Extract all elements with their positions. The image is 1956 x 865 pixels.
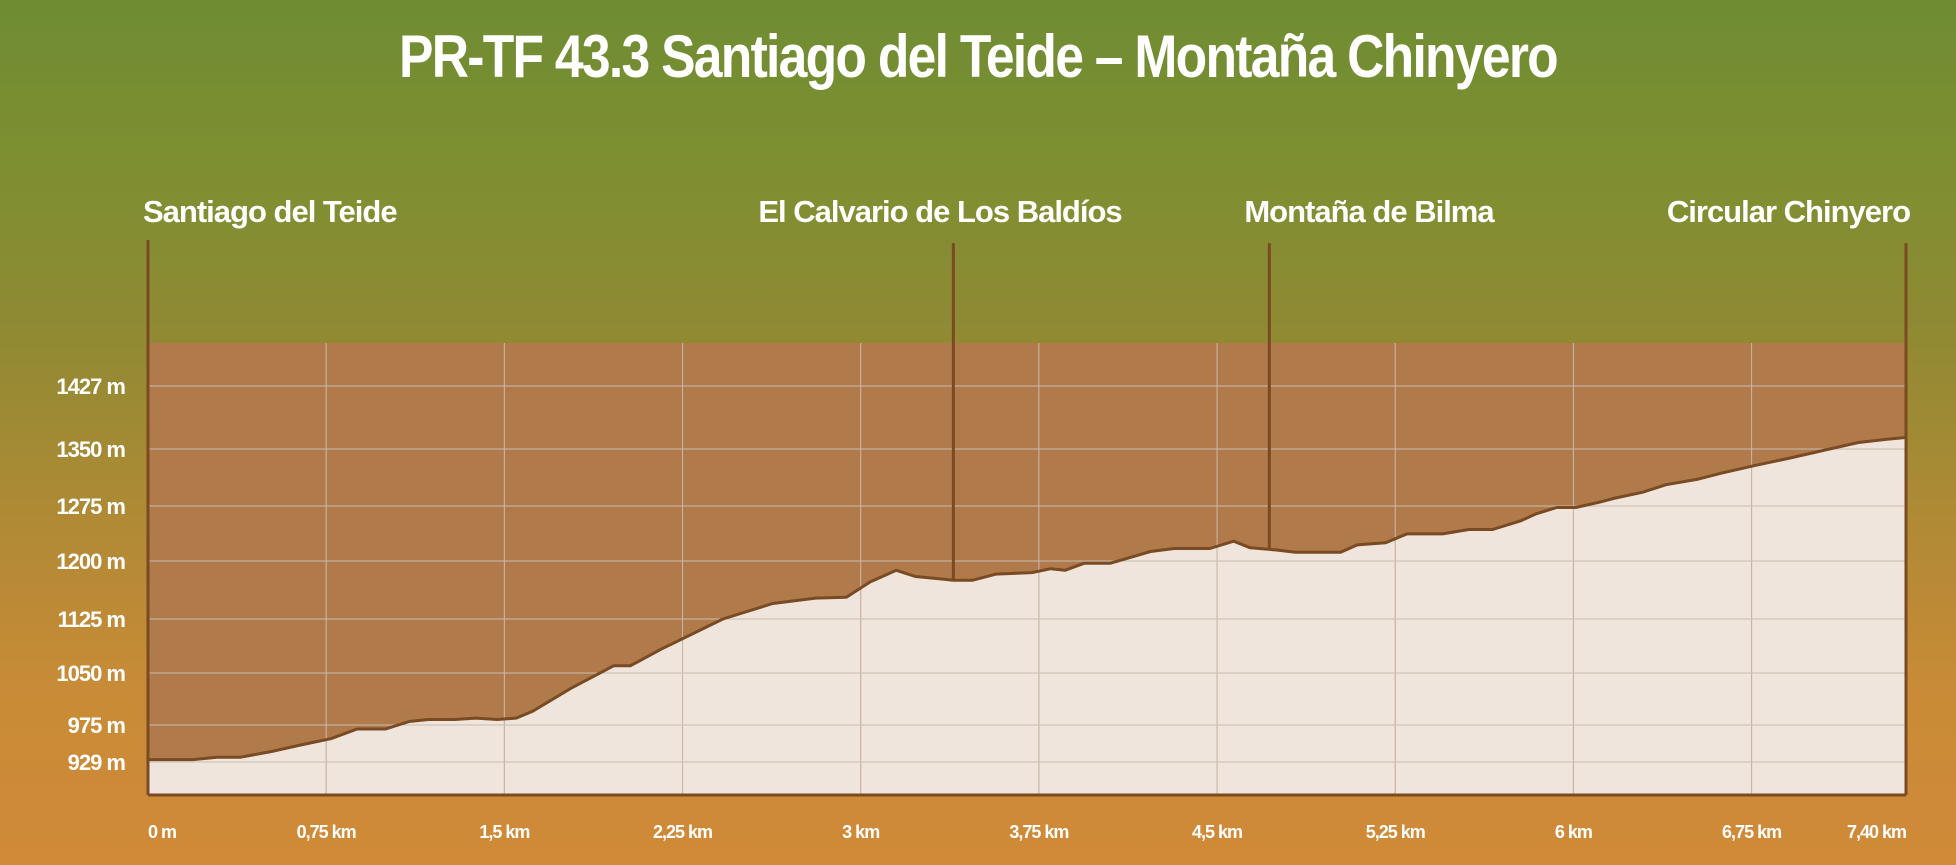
x-tick-label: 1,5 km bbox=[479, 822, 529, 842]
x-tick-label: 4,5 km bbox=[1192, 822, 1242, 842]
elevation-profile-line bbox=[148, 436, 1907, 762]
elevation-profile-area bbox=[148, 437, 1906, 795]
y-tick-label: 929 m bbox=[68, 750, 126, 775]
x-tick-label: 3,75 km bbox=[1009, 822, 1068, 842]
x-tick-label: 6 km bbox=[1555, 822, 1592, 842]
waypoint-label: Circular Chinyero bbox=[1667, 194, 1910, 229]
waypoint-label: El Calvario de Los Baldíos bbox=[758, 194, 1121, 229]
x-tick-label: 7,40 km bbox=[1847, 822, 1906, 842]
x-tick-label: 0,75 km bbox=[297, 822, 356, 842]
waypoint-label: Montaña de Bilma bbox=[1244, 194, 1495, 229]
y-tick-label: 1125 m bbox=[58, 607, 126, 632]
x-tick-label: 0 m bbox=[148, 822, 176, 842]
y-tick-label: 1275 m bbox=[56, 494, 125, 519]
x-tick-label: 5,25 km bbox=[1366, 822, 1425, 842]
y-tick-label: 1200 m bbox=[56, 549, 125, 574]
y-tick-label: 1427 m bbox=[56, 374, 125, 399]
y-tick-label: 1350 m bbox=[56, 437, 125, 462]
grid-lines bbox=[148, 343, 1906, 795]
x-tick-label: 3 km bbox=[842, 822, 879, 842]
y-tick-label: 975 m bbox=[68, 713, 126, 738]
x-tick-label: 2,25 km bbox=[653, 822, 712, 842]
y-axis-ticks: 929 m 975 m 1050 m 1125 m 1200 m 1275 m 1350 m… bbox=[56, 374, 126, 775]
chart-title: PR-TF 43.3 Santiago del Teide – Montaña … bbox=[399, 23, 1559, 90]
waypoint-markers: Santiago del Teide El Calvario de Los Bal… bbox=[143, 194, 1911, 795]
x-axis-ticks: 0 m 0,75 km 1,5 km 2,25 km 3 km 3,75 km 4,5 km… bbox=[148, 822, 1907, 842]
x-tick-label: 6,75 km bbox=[1722, 822, 1781, 842]
waypoint-label: Santiago del Teide bbox=[143, 194, 397, 229]
y-tick-label: 1050 m bbox=[56, 661, 125, 686]
